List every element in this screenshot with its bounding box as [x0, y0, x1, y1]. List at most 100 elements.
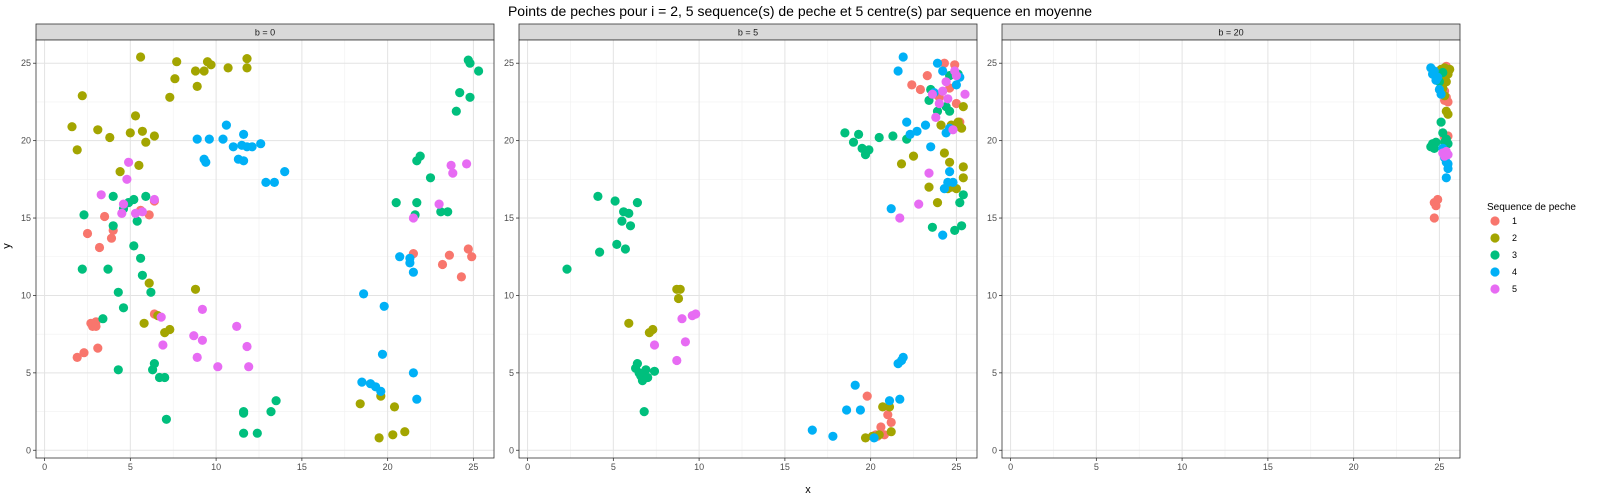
data-point-seq-4	[886, 204, 896, 214]
data-point-seq-2	[878, 402, 888, 412]
x-axis-label: x	[805, 484, 811, 496]
y-axis-label: y	[1, 243, 13, 249]
data-point-seq-2	[389, 402, 400, 412]
data-point-seq-5	[948, 125, 958, 135]
data-point-seq-4	[828, 431, 838, 441]
data-point-seq-5	[189, 331, 199, 341]
data-point-seq-5	[446, 160, 456, 170]
legend-title: Sequence de peche	[1487, 202, 1576, 213]
data-point-seq-1	[100, 211, 110, 222]
data-point-seq-4	[201, 157, 211, 167]
data-point-seq-5	[691, 309, 701, 319]
data-point-seq-5	[462, 159, 472, 169]
data-point-seq-2	[67, 122, 77, 132]
x-tick-label: 10	[694, 462, 704, 472]
data-point-seq-5	[124, 157, 134, 167]
data-point-seq-4	[204, 134, 214, 144]
data-point-seq-4	[932, 58, 943, 68]
data-point-seq-2	[190, 66, 201, 76]
data-point-seq-3	[864, 145, 874, 155]
data-point-seq-3	[160, 372, 170, 383]
y-tick-label: 15	[504, 213, 514, 223]
data-point-seq-5	[943, 94, 953, 104]
facet-panels: b = 0 0 5 10 15 20 25 0 5 10 15 20 25 b = 5 0 5 10 15 20 25…	[21, 23, 1461, 472]
y-tick-label: 10	[504, 290, 514, 300]
data-point-seq-1	[467, 252, 477, 262]
panel-border	[518, 39, 978, 459]
data-point-seq-3	[98, 314, 108, 324]
y-tick-label: 0	[992, 445, 997, 455]
x-tick-label: 10	[1177, 462, 1187, 472]
legend-label: 1	[1512, 216, 1517, 226]
data-point-seq-5	[122, 174, 132, 184]
data-point-seq-1	[91, 321, 101, 331]
data-point-seq-2	[242, 63, 252, 73]
data-point-seq-3	[108, 221, 118, 231]
data-point-seq-4	[261, 177, 271, 187]
data-point-seq-3	[161, 414, 171, 424]
data-point-seq-5	[242, 341, 252, 352]
data-point-seq-2	[932, 198, 943, 208]
data-point-seq-3	[1436, 117, 1446, 127]
data-point-seq-4	[951, 80, 962, 90]
legend-key	[1490, 250, 1500, 260]
data-point-seq-2	[141, 137, 151, 147]
data-point-seq-2	[945, 157, 955, 167]
data-point-seq-2	[388, 430, 398, 440]
y-tick-label: 5	[992, 368, 997, 378]
legend-item-4: 4	[1490, 267, 1517, 277]
panel-border	[35, 39, 495, 459]
x-tick-label: 25	[468, 462, 478, 472]
data-point-seq-3	[79, 210, 89, 220]
data-point-seq-3	[436, 207, 446, 217]
data-point-seq-2	[192, 81, 202, 91]
data-point-seq-3	[957, 221, 967, 231]
data-point-seq-5	[149, 194, 159, 205]
data-point-seq-3	[149, 359, 159, 369]
data-point-seq-3	[412, 198, 422, 208]
y-tick-label: 0	[26, 445, 31, 455]
y-tick-label: 15	[987, 213, 997, 223]
data-point-seq-3	[624, 208, 634, 218]
y-tick-label: 15	[21, 213, 31, 223]
legend-item-5: 5	[1490, 284, 1517, 294]
data-point-seq-2	[172, 57, 182, 67]
data-point-seq-2	[149, 131, 159, 141]
data-point-seq-4	[912, 126, 922, 136]
legend-item-2: 2	[1490, 233, 1517, 243]
y-tick-label: 10	[21, 290, 31, 300]
data-point-seq-3	[927, 222, 938, 232]
data-point-seq-3	[1431, 137, 1441, 147]
data-point-seq-3	[945, 106, 955, 116]
plot-area	[519, 40, 977, 458]
data-point-seq-4	[192, 134, 202, 144]
x-tick-label: 10	[211, 462, 221, 472]
y-tick-label: 0	[509, 445, 514, 455]
data-point-seq-5	[448, 168, 458, 178]
data-point-seq-3	[271, 396, 281, 406]
data-point-seq-5	[244, 362, 254, 372]
data-point-seq-1	[907, 80, 917, 90]
data-point-seq-3	[625, 221, 636, 231]
data-point-seq-4	[376, 386, 386, 396]
data-point-seq-3	[137, 270, 147, 280]
data-point-seq-2	[896, 159, 907, 169]
data-point-seq-2	[206, 60, 216, 70]
data-point-seq-2	[886, 427, 896, 437]
data-point-seq-3	[620, 244, 631, 254]
facet-strip-label: b = 0	[255, 28, 275, 38]
data-point-seq-3	[129, 194, 139, 205]
data-point-seq-4	[938, 230, 948, 240]
data-point-seq-4	[850, 380, 860, 390]
data-point-seq-2	[908, 151, 919, 161]
data-point-seq-2	[957, 123, 967, 133]
data-point-seq-3	[950, 225, 960, 235]
data-point-seq-3	[443, 207, 453, 217]
data-point-seq-4	[926, 142, 936, 152]
data-point-seq-4	[884, 396, 895, 406]
data-point-seq-1	[862, 391, 872, 401]
data-point-seq-2	[242, 54, 252, 64]
x-tick-label: 20	[383, 462, 393, 472]
data-point-seq-3	[955, 198, 965, 208]
data-point-seq-3	[113, 287, 123, 297]
